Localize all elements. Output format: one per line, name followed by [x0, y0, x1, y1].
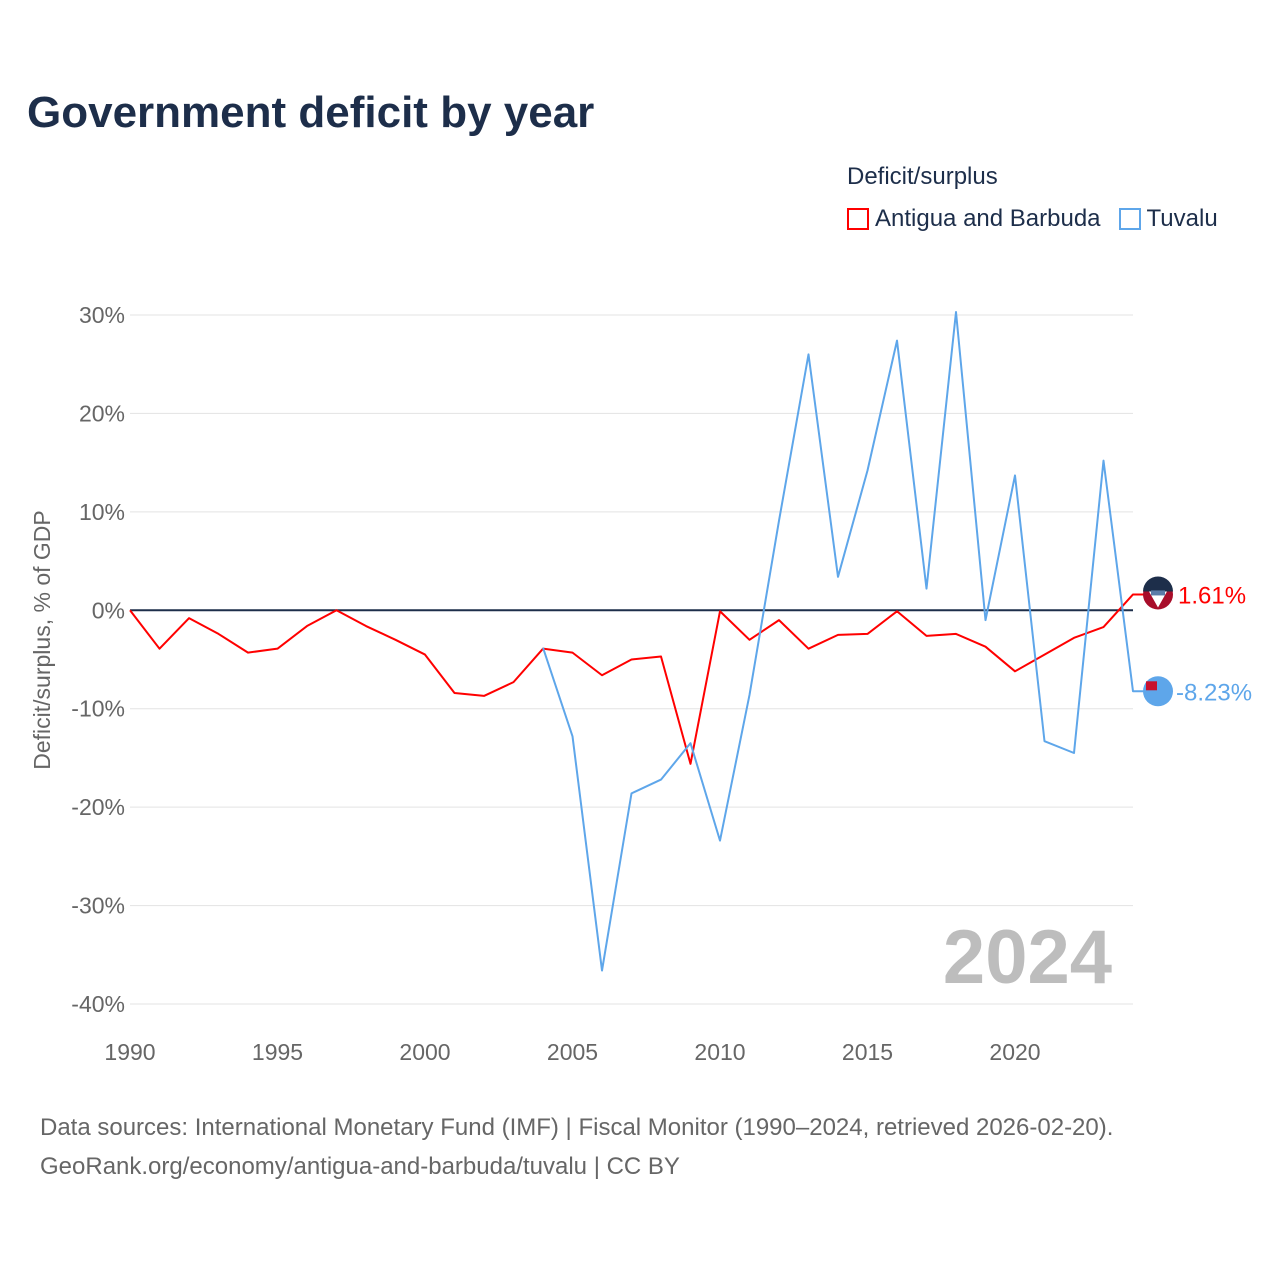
data-point	[1071, 750, 1077, 756]
y-tick-label: 20%	[79, 400, 125, 426]
series-line-tuvalu	[542, 311, 1150, 972]
y-tick-label: 0%	[92, 597, 125, 623]
legend-item-tuvalu[interactable]: Tuvalu	[1118, 205, 1218, 233]
data-point	[216, 631, 222, 637]
data-point	[452, 690, 458, 696]
legend-swatch-tuvalu	[1118, 208, 1141, 230]
x-tick-label: 1990	[104, 1039, 155, 1065]
data-point	[776, 617, 782, 623]
data-point	[865, 468, 871, 474]
data-point	[658, 654, 664, 660]
legend-item-antigua[interactable]: Antigua and Barbuda	[847, 205, 1101, 233]
legend-swatch-antigua	[847, 208, 869, 230]
data-point	[570, 733, 576, 739]
data-point	[275, 646, 281, 652]
flag-icon-antigua	[1143, 576, 1173, 610]
data-point	[924, 633, 930, 639]
data-point	[599, 672, 605, 678]
data-point	[924, 586, 930, 592]
data-point	[894, 338, 900, 344]
x-tick-label: 2015	[842, 1039, 893, 1065]
data-point	[1042, 738, 1048, 744]
data-point	[806, 646, 812, 652]
data-point	[363, 623, 369, 629]
data-point	[629, 657, 635, 663]
data-sources: Data sources: International Monetary Fun…	[40, 1114, 1114, 1141]
data-point	[304, 623, 310, 629]
flag-union	[1146, 681, 1157, 691]
data-point	[1042, 652, 1048, 658]
data-point	[245, 650, 251, 656]
flag-circle	[1143, 676, 1173, 707]
x-tick-label: 2000	[399, 1039, 450, 1065]
data-point	[717, 838, 723, 844]
y-tick-label: -30%	[71, 893, 125, 919]
y-tick-label: -20%	[71, 794, 125, 820]
data-point	[658, 777, 664, 783]
data-point	[983, 644, 989, 650]
x-tick-label: 1995	[252, 1039, 303, 1065]
flag-band	[1151, 590, 1165, 596]
y-tick-label: 10%	[79, 499, 125, 525]
data-point	[1130, 591, 1136, 597]
y-tick-label: -40%	[71, 991, 125, 1017]
data-point	[393, 637, 399, 643]
data-point	[953, 309, 959, 315]
y-axis-label: Deficit/surplus, % of GDP	[29, 510, 55, 769]
data-point	[481, 693, 487, 699]
legend-label-tuvalu: Tuvalu	[1146, 205, 1218, 232]
y-tick-label: 30%	[79, 302, 125, 328]
data-point	[1012, 668, 1018, 674]
year-watermark: 2024	[943, 915, 1112, 1000]
data-point	[422, 652, 428, 658]
data-point	[1101, 624, 1107, 630]
data-point	[540, 645, 546, 651]
data-point	[186, 615, 192, 621]
end-value-label: -8.23%	[1176, 679, 1252, 706]
data-point	[983, 617, 989, 623]
x-tick-label: 2005	[547, 1039, 598, 1065]
end-value-label: 1.61%	[1178, 582, 1246, 609]
data-point	[629, 790, 635, 796]
data-point	[570, 650, 576, 656]
legend-label-antigua: Antigua and Barbuda	[875, 205, 1101, 232]
series-line-antigua	[129, 593, 1150, 765]
data-point	[599, 968, 605, 974]
data-point	[806, 351, 812, 357]
data-point	[511, 679, 517, 685]
footer: Data sources: International Monetary Fun…	[40, 1108, 1113, 1186]
data-point	[776, 518, 782, 524]
data-point	[688, 740, 694, 746]
data-point	[747, 637, 753, 643]
data-point	[894, 608, 900, 614]
legend-title: Deficit/surplus	[847, 163, 998, 190]
source-link[interactable]: GeoRank.org/economy/antigua-and-barbuda/…	[40, 1153, 680, 1180]
flag-top	[1143, 576, 1173, 592]
data-point	[1012, 472, 1018, 478]
chart-title: Government deficit by year	[27, 88, 595, 137]
x-tick-label: 2020	[989, 1039, 1040, 1065]
legend: Antigua and Barbuda Tuvalu	[847, 205, 1218, 233]
data-point	[717, 608, 723, 614]
data-point	[1071, 635, 1077, 641]
data-point	[127, 607, 133, 613]
x-tick-label: 2010	[694, 1039, 745, 1065]
data-point	[865, 631, 871, 637]
data-point	[953, 631, 959, 637]
data-point	[334, 607, 340, 613]
data-point	[1101, 458, 1107, 464]
data-point	[747, 692, 753, 698]
data-point	[835, 632, 841, 638]
data-point	[1130, 688, 1136, 694]
data-point	[688, 761, 694, 767]
y-tick-label: -10%	[71, 696, 125, 722]
data-point	[835, 574, 841, 580]
flag-icon-tuvalu	[1143, 676, 1173, 707]
data-point	[157, 646, 163, 652]
